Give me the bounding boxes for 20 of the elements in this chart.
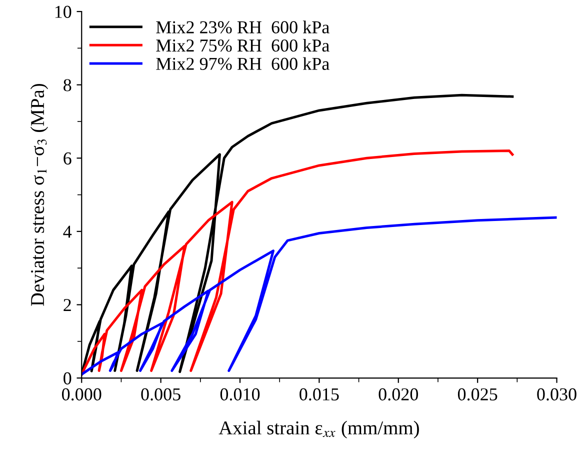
x-tick-label: 0.000 [62, 388, 102, 401]
legend-label: Mix2 23% RH 600 kPa [156, 20, 330, 34]
legend-label: Mix2 97% RH 600 kPa [156, 57, 330, 70]
y-tick-label: 6 [64, 152, 72, 165]
x-axis-title: Axial strain ε$_{xx}$ (mm/mm) [218, 420, 419, 438]
y-tick-label: 4 [63, 226, 72, 238]
x-tick-label: 0.025 [458, 388, 498, 401]
line-series [82, 150, 514, 376]
y-tick-label: 10 [55, 6, 72, 18]
y-tick-label: 8 [64, 79, 72, 92]
y-axis-title: Deviator stress σ$_{1}$−σ$_{3}$ (MPa) [30, 84, 48, 306]
x-tick-label: 0.015 [300, 388, 339, 401]
y-tick-label: 2 [64, 299, 71, 311]
x-tick-label: 0.030 [537, 388, 576, 401]
line-series [82, 216, 557, 376]
legend-label: Mix2 75% RH 600 kPa [156, 38, 330, 52]
x-tick-label: 0.010 [220, 388, 260, 401]
x-tick-label: 0.005 [141, 388, 180, 401]
x-tick-label: 0.020 [378, 388, 418, 401]
y-tick-label: 0 [64, 372, 72, 384]
